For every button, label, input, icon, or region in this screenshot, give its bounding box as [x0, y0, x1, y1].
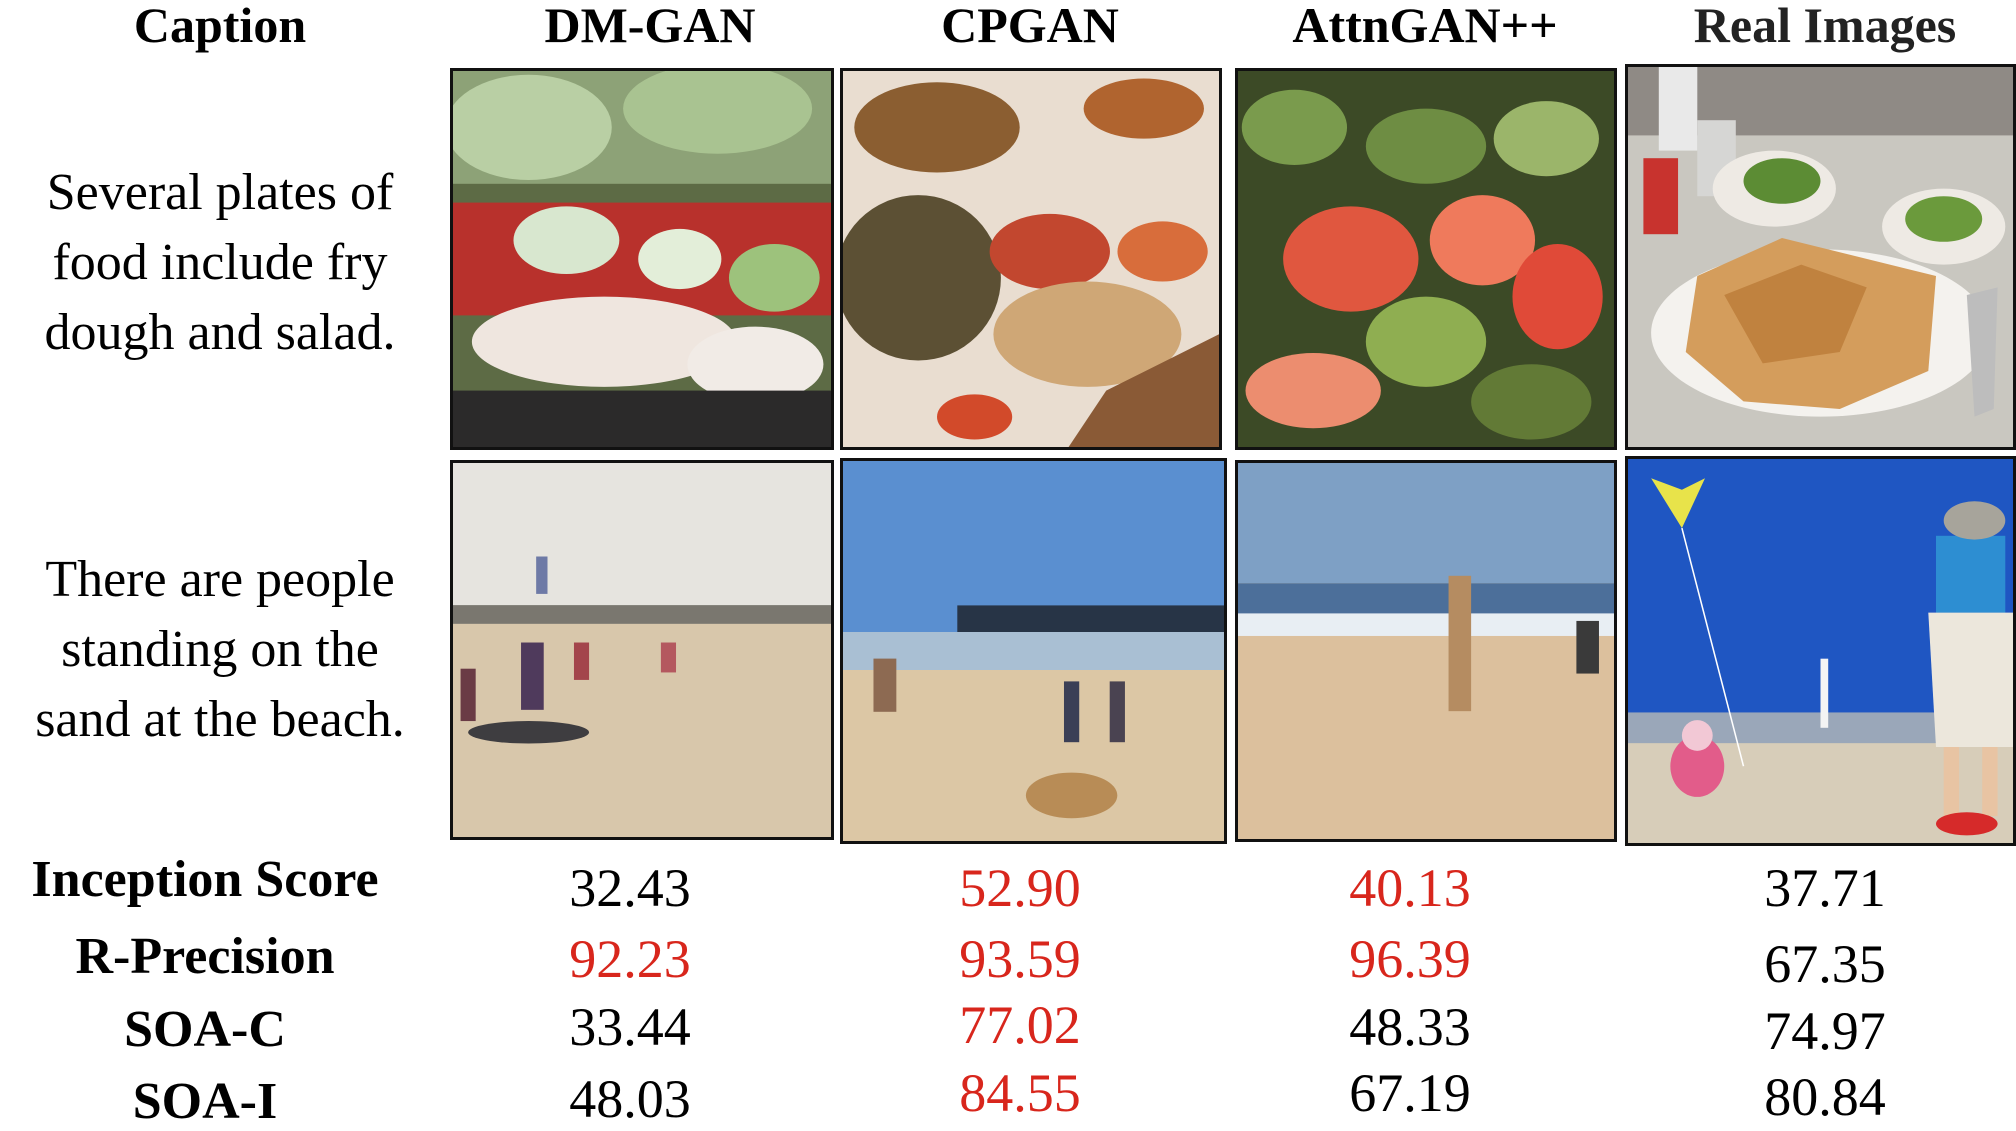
header-dm-gan: DM-GAN	[544, 0, 756, 53]
metric-value: 77.02	[959, 995, 1081, 1055]
food-real-image	[1625, 64, 2016, 450]
beach-attngan-image	[1235, 460, 1617, 842]
metric-label-inception-score: Inception Score	[31, 851, 379, 908]
metric-value: 48.03	[569, 1069, 691, 1129]
metric-value: 67.35	[1764, 934, 1886, 994]
header-attngan: AttnGAN++	[1292, 0, 1558, 53]
metric-value: 32.43	[569, 858, 691, 918]
header-caption: Caption	[133, 0, 307, 53]
caption-food: Several plates of food include fry dough…	[0, 158, 440, 368]
metric-value: 37.71	[1764, 858, 1886, 918]
caption-line: There are people	[45, 551, 395, 608]
food-dmgan-image	[450, 68, 834, 450]
metric-value: 67.19	[1349, 1063, 1471, 1123]
header-cpgan: CPGAN	[941, 0, 1119, 53]
metric-value: 52.90	[959, 858, 1081, 918]
beach-real-image	[1625, 456, 2016, 846]
metric-value: 74.97	[1764, 1001, 1886, 1061]
caption-line: sand at the beach.	[35, 691, 405, 748]
beach-dmgan-image	[450, 460, 834, 840]
metric-value: 92.23	[569, 929, 691, 989]
caption-line: Several plates of	[46, 164, 394, 221]
metric-value: 80.84	[1764, 1067, 1886, 1127]
metric-value: 40.13	[1349, 858, 1471, 918]
food-attngan-image	[1235, 68, 1617, 450]
metric-value: 93.59	[959, 929, 1081, 989]
caption-line: standing on the	[61, 621, 379, 678]
metric-value: 84.55	[959, 1063, 1081, 1123]
metric-label-r-precision: R-Precision	[75, 928, 335, 985]
caption-line: food include fry	[52, 234, 388, 291]
metric-value: 33.44	[569, 997, 691, 1057]
metric-value: 48.33	[1349, 997, 1471, 1057]
beach-cpgan-image	[840, 458, 1227, 844]
caption-line: dough and salad.	[44, 304, 396, 361]
food-cpgan-image	[840, 68, 1222, 450]
header-real-images: Real Images	[1693, 0, 1957, 53]
metric-value: 96.39	[1349, 929, 1471, 989]
metric-label-soa-c: SOA-C	[124, 1001, 286, 1058]
caption-beach: There are people standing on the sand at…	[0, 545, 440, 755]
metric-label-soa-i: SOA-I	[132, 1073, 278, 1130]
